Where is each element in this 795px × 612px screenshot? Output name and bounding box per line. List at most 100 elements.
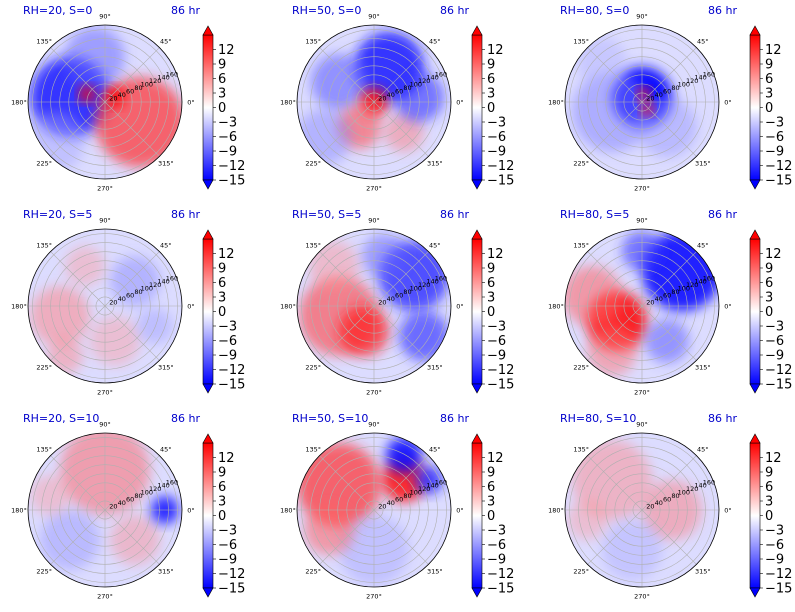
angular-tick-label: 135°	[573, 242, 589, 250]
angular-tick-label: 135°	[36, 242, 52, 250]
radial-tick-label: 60	[395, 496, 403, 504]
field-blob	[645, 319, 689, 363]
polar-frame	[564, 228, 720, 384]
colorbar-body	[471, 442, 483, 589]
colorbar-tick-label: −6	[218, 334, 237, 349]
colorbar-tick-label: −3	[487, 524, 506, 539]
field-blob	[565, 266, 622, 326]
panel-time: 86 hr	[708, 208, 737, 221]
colorbar-tick-label: 3	[218, 495, 226, 510]
field-blob	[399, 311, 449, 361]
colorbar-extend-top	[202, 229, 214, 240]
angular-tick-label: 270°	[97, 185, 113, 193]
radial-tick-label: 40	[118, 91, 126, 99]
radial-tick-label: 20	[109, 95, 117, 103]
radial-tick-label: 40	[655, 91, 663, 99]
colorbar-body	[202, 442, 214, 589]
angular-tick-label: 90°	[636, 217, 648, 225]
colorbar-tick-label: −6	[765, 334, 784, 349]
angular-tick-label: 225°	[573, 159, 589, 167]
colorbar-tick-label: 0	[218, 509, 226, 524]
angular-gridline	[587, 305, 643, 361]
panel-title: RH=50, S=10	[292, 412, 368, 425]
colorbar-extend-top	[749, 25, 761, 36]
angular-gridline	[373, 101, 429, 157]
field-blob	[587, 326, 637, 376]
radial-tick-label: 120	[418, 77, 430, 85]
field-blob	[65, 27, 125, 87]
angular-tick-label: 45°	[429, 446, 441, 454]
angular-tick-label: 135°	[305, 242, 321, 250]
radial-tick-label: 40	[387, 295, 395, 303]
angular-tick-label: 180°	[548, 99, 564, 107]
angular-tick-label: 180°	[280, 99, 296, 107]
radial-tick-label: 80	[403, 492, 411, 500]
angular-tick-label: 315°	[427, 363, 443, 371]
radial-tick-label: 80	[134, 288, 142, 296]
radial-tick-label: 80	[403, 288, 411, 296]
angular-tick-label: 180°	[11, 303, 27, 311]
field-blob	[339, 306, 389, 356]
radial-tick-label: 60	[126, 496, 134, 504]
radial-tick-label: 40	[387, 499, 395, 507]
radial-tick-label: 160	[703, 478, 715, 486]
colorbar-tick-label: −15	[218, 174, 245, 189]
angular-gridline	[641, 101, 697, 157]
angular-tick-label: 45°	[160, 38, 172, 46]
angular-tick-label: 45°	[429, 38, 441, 46]
radial-tick-label: 60	[395, 292, 403, 300]
field-blob	[79, 86, 95, 102]
angular-tick-label: 0°	[724, 507, 731, 515]
radial-tick-label: 100	[678, 81, 690, 89]
colorbar-tick-label: −9	[765, 349, 784, 364]
angular-tick-label: 0°	[187, 303, 194, 311]
angular-tick-label: 135°	[573, 38, 589, 46]
colorbar-tick-label: −3	[765, 524, 784, 539]
colorbar-tick-label: 3	[487, 87, 495, 102]
colorbar-tick-label: 6	[765, 480, 773, 495]
polar-panel: 90°45°0°315°270°225°180°135°20 40 60 801001…	[280, 4, 514, 193]
colorbar-extend-bottom	[202, 383, 214, 394]
angular-tick-label: 45°	[160, 446, 172, 454]
panel-title: RH=80, S=5	[560, 208, 629, 221]
radial-tick-label: 160	[435, 274, 447, 282]
panel-title: RH=20, S=5	[23, 208, 92, 221]
angular-tick-label: 270°	[97, 593, 113, 601]
field-blob	[362, 234, 406, 278]
angular-gridline	[373, 251, 429, 307]
colorbar-tick-label: 9	[487, 466, 495, 481]
radial-tick-label: 160	[435, 70, 447, 78]
angular-tick-label: 270°	[366, 185, 382, 193]
angular-gridline	[641, 509, 697, 565]
colorbar-tick-label: 6	[765, 276, 773, 291]
colorbar-body	[471, 238, 483, 385]
radial-tick-label: 140	[694, 74, 706, 82]
angular-gridline	[319, 455, 375, 511]
field-blob	[415, 466, 443, 494]
polar-frame	[296, 24, 452, 180]
angular-tick-label: 90°	[99, 217, 111, 225]
radial-tick-label: 160	[435, 478, 447, 486]
colorbar-tick-label: 6	[487, 480, 495, 495]
colorbar-tick-label: −3	[218, 524, 237, 539]
radial-tick-label: 100	[410, 285, 422, 293]
radial-tick-label: 120	[149, 77, 161, 85]
colorbar-tick-label: −15	[218, 378, 245, 393]
angular-tick-label: 315°	[158, 159, 174, 167]
radial-tick-label: 160	[166, 70, 178, 78]
colorbar-tick-label: −9	[765, 553, 784, 568]
colorbar-extend-top	[749, 229, 761, 240]
angular-gridline	[373, 305, 429, 361]
colorbar-tick-label: −3	[218, 116, 237, 131]
radial-tick-label: 100	[141, 81, 153, 89]
angular-tick-label: 135°	[305, 446, 321, 454]
radial-tick-label: 100	[141, 489, 153, 497]
colorbar-tick-label: 12	[765, 43, 782, 58]
colorbar-tick-label: 12	[487, 43, 504, 58]
radial-tick-label: 140	[426, 482, 438, 490]
panel-time: 86 hr	[171, 208, 200, 221]
colorbar-tick-label: 9	[218, 262, 226, 277]
polar-panel: 90°45°0°315°270°225°180°135°20 40 60 801001…	[280, 208, 514, 397]
field-blob	[30, 475, 70, 515]
colorbar-tick-label: −3	[487, 320, 506, 335]
